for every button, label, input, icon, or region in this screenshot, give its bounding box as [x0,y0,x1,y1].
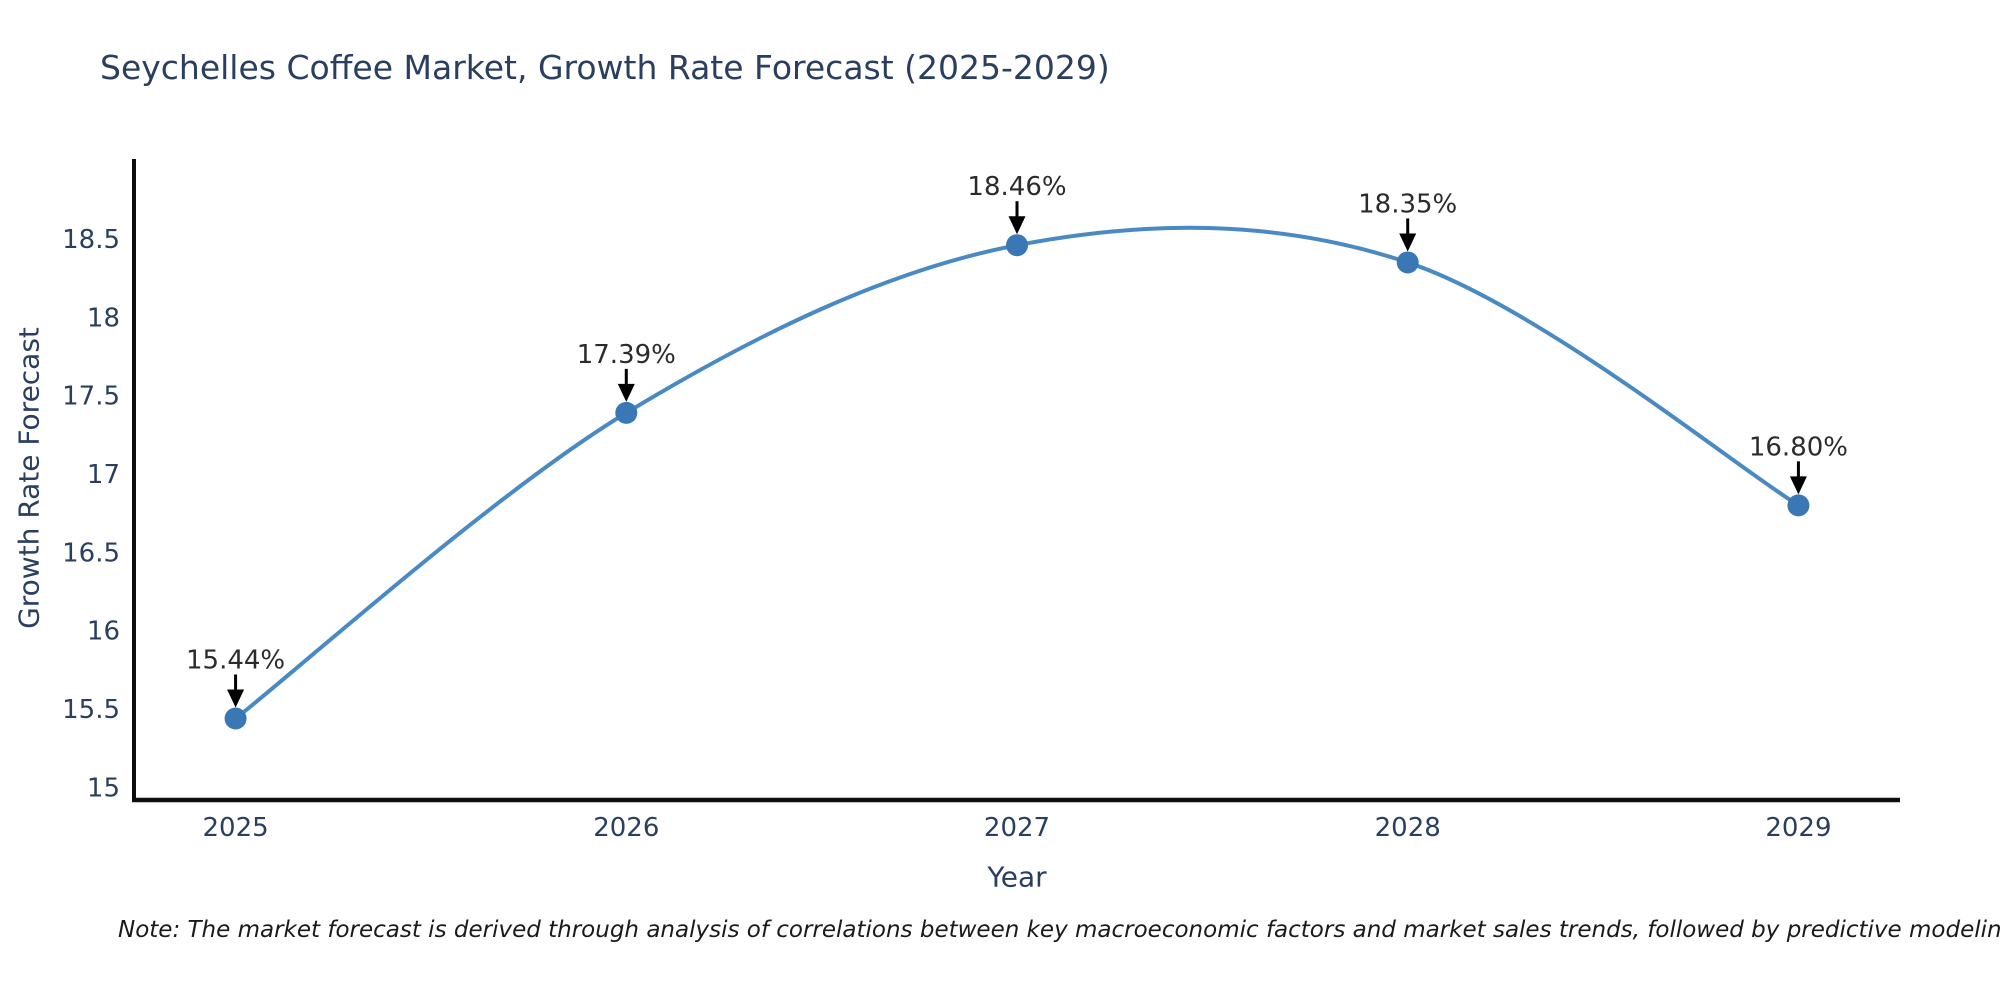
y-tick-label: 16 [87,617,120,647]
x-tick-label: 2025 [202,813,268,843]
y-tick-label: 15.5 [62,695,120,725]
x-tick-label: 2029 [1765,813,1831,843]
data-point-marker [615,401,638,424]
x-axis-title: Year [987,860,1047,894]
data-point-annotation: 15.44% [186,646,285,676]
annotation-arrowhead-icon [1008,216,1026,235]
annotation-arrowhead-icon [617,383,635,402]
annotation-arrowhead-icon [1399,233,1417,252]
forecast-line [233,225,1801,721]
data-point-marker [1396,251,1419,274]
y-tick-label: 18 [87,303,120,333]
data-point-marker [1787,494,1810,517]
annotation-arrowhead-icon [1789,476,1807,495]
data-point-annotation: 18.35% [1358,189,1457,219]
x-tick-label: 2026 [593,813,659,843]
data-point-annotation: 17.39% [577,340,676,370]
y-tick-label: 16.5 [62,538,120,568]
chart-title: Seychelles Coffee Market, Growth Rate Fo… [100,48,1110,87]
y-tick-label: 18.5 [62,225,120,255]
data-point-marker [1006,234,1028,257]
x-tick-label: 2027 [984,813,1050,843]
x-tick-label: 2028 [1375,813,1441,843]
y-tick-label: 17 [87,460,120,490]
y-tick-label: 17.5 [62,382,120,412]
data-point-marker [224,707,247,730]
data-point-annotation: 16.80% [1749,432,1848,462]
y-axis-title: Growth Rate Forecast [12,327,46,629]
y-tick-label: 15 [87,773,120,803]
data-point-annotation: 18.46% [967,172,1066,202]
annotation-arrowhead-icon [227,689,245,708]
footnote: Note: The market forecast is derived thr… [118,917,2000,943]
